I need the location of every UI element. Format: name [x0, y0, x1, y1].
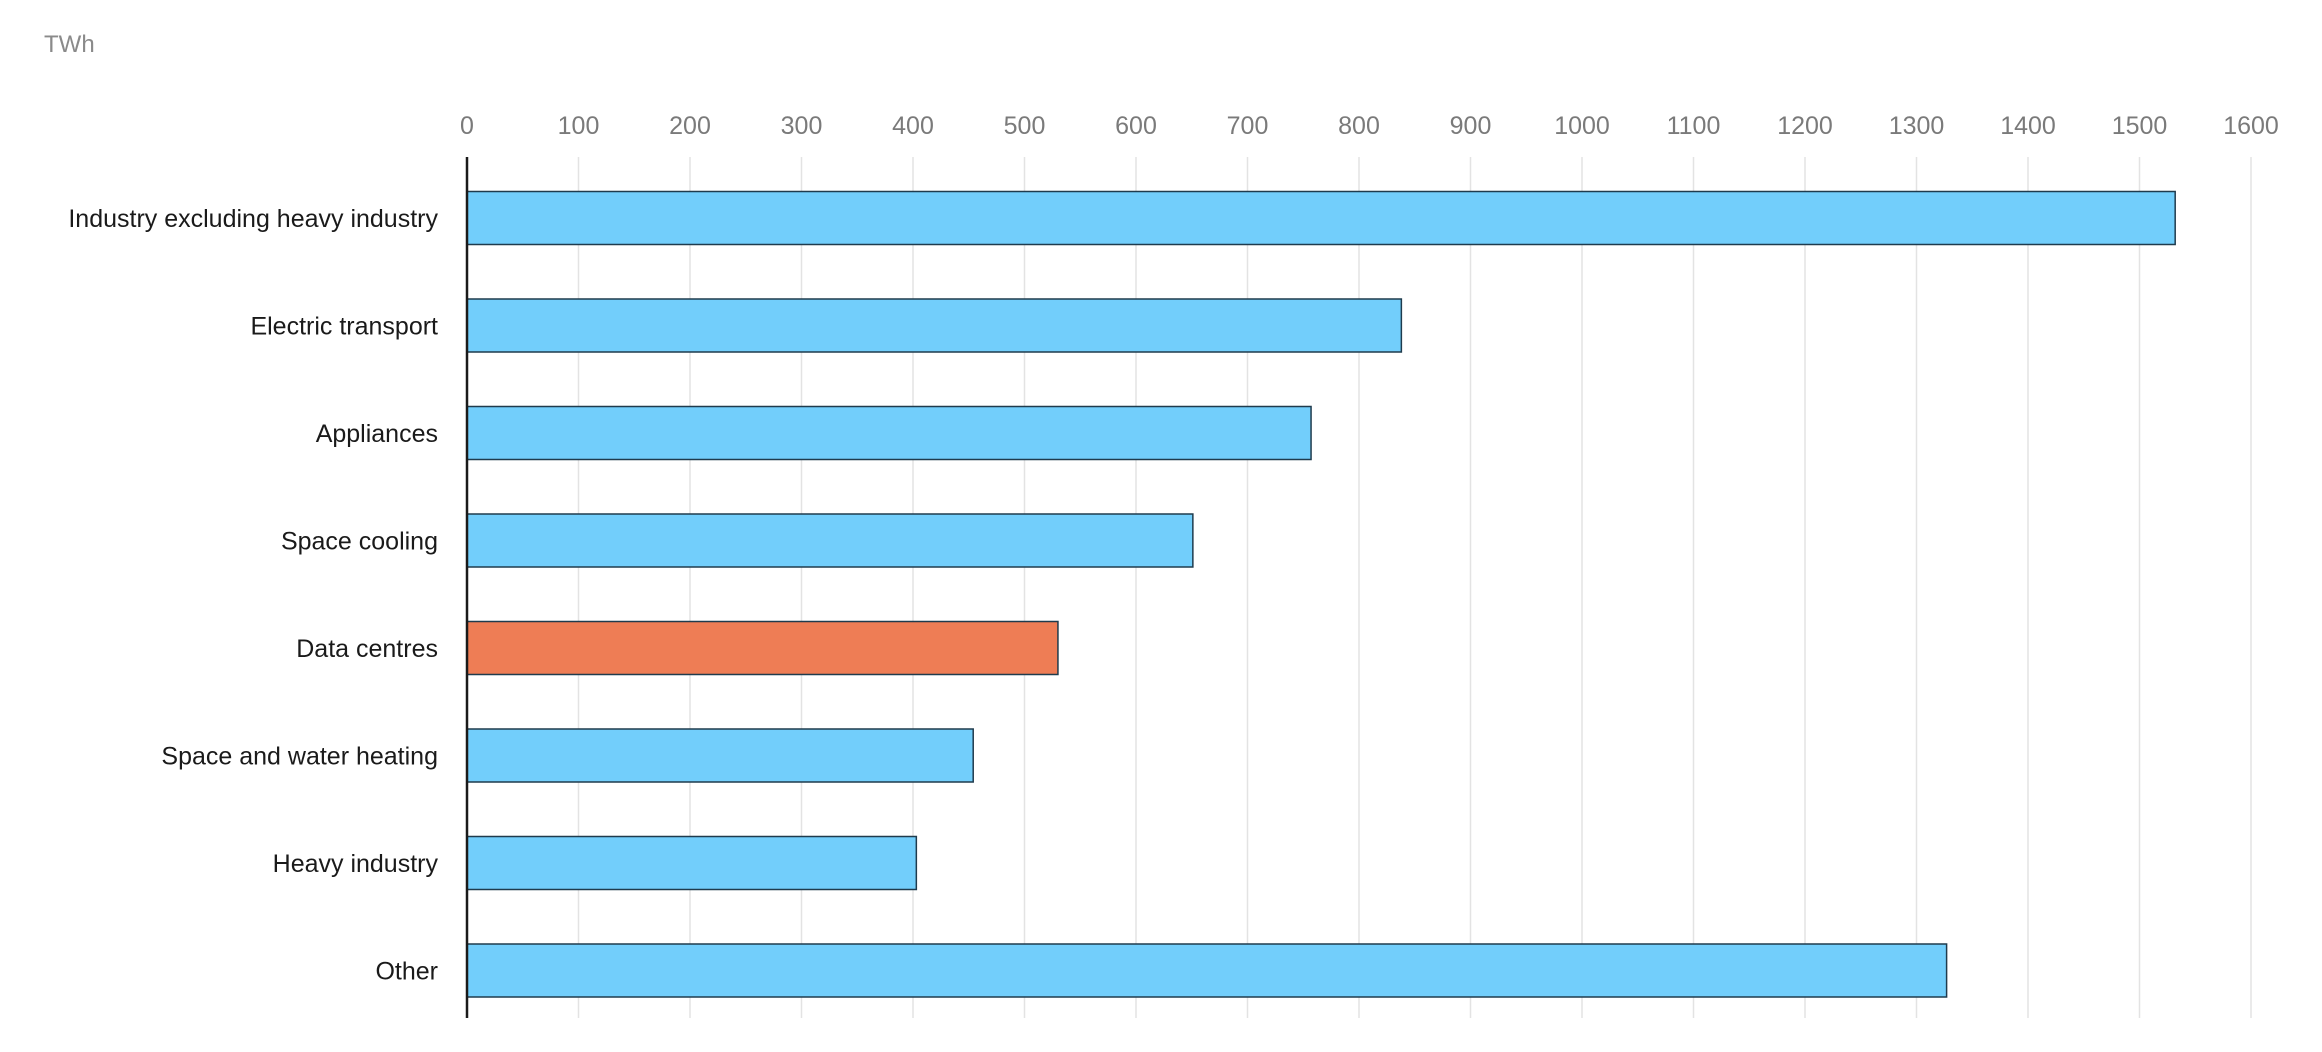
bar	[466, 620, 1059, 676]
x-tick-label: 500	[1004, 112, 1046, 140]
x-tick-label: 100	[558, 112, 600, 140]
x-tick-label: 300	[781, 112, 823, 140]
category-label: Appliances	[316, 420, 438, 448]
x-tick-label: 200	[669, 112, 711, 140]
unit-label: TWh	[44, 31, 95, 58]
x-tick-label: 1200	[1777, 112, 1833, 140]
x-tick-label: 1400	[2000, 112, 2056, 140]
category-label: Electric transport	[250, 313, 438, 341]
category-label: Heavy industry	[273, 850, 439, 878]
category-label: Industry excluding heavy industry	[68, 205, 438, 233]
category-labels: Industry excluding heavy industry Electri…	[68, 205, 438, 986]
bar	[466, 835, 918, 891]
bar	[466, 728, 974, 783]
x-axis-ticks: 0 100 200 300 400 500 600 700 800 900 1000 1100 1200…	[460, 112, 2279, 140]
category-label: Data centres	[296, 635, 438, 663]
x-tick-label: 1500	[2112, 112, 2168, 140]
x-tick-label: 800	[1338, 112, 1380, 140]
x-tick-label: 700	[1227, 112, 1269, 140]
x-tick-label: 1100	[1667, 112, 1721, 140]
bar	[466, 943, 1948, 998]
category-label: Space and water heating	[161, 743, 438, 771]
x-tick-label: 600	[1115, 112, 1157, 140]
x-tick-label: 1300	[1889, 112, 1945, 140]
bar	[466, 405, 1312, 461]
bar	[466, 190, 2176, 246]
x-tick-label: 0	[460, 112, 474, 140]
x-tick-label: 1600	[2223, 112, 2279, 140]
category-label: Other	[375, 958, 438, 986]
category-label: Space cooling	[281, 528, 438, 556]
x-tick-label: 900	[1450, 112, 1492, 140]
bars	[466, 190, 2176, 998]
bar	[466, 298, 1403, 353]
x-tick-label: 1000	[1554, 112, 1610, 140]
x-tick-label: 400	[892, 112, 934, 140]
bar	[466, 513, 1194, 568]
